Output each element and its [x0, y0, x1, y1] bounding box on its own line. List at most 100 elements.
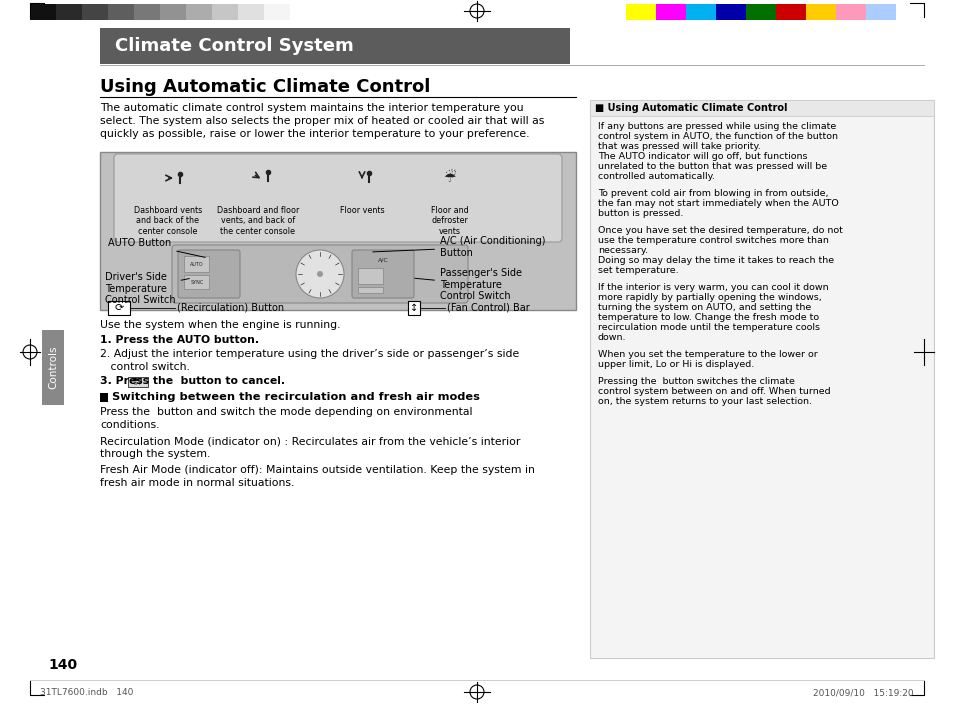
Bar	[100, 28, 569, 64]
Text: Switching between the recirculation and fresh air modes: Switching between the recirculation and …	[112, 392, 479, 402]
Text: Use the system when the engine is running.: Use the system when the engine is runnin…	[100, 320, 340, 330]
Circle shape	[316, 271, 323, 277]
Text: (Recirculation) Button: (Recirculation) Button	[177, 303, 284, 313]
Text: A/C (Air Conditioning)
Button: A/C (Air Conditioning) Button	[373, 236, 545, 258]
Text: A/C: A/C	[377, 258, 388, 263]
Bar	[357, 268, 382, 284]
Text: fresh air mode in normal situations.: fresh air mode in normal situations.	[100, 478, 294, 488]
Bar	[716, 4, 745, 20]
Text: Passenger's Side
Temperature
Control Switch: Passenger's Side Temperature Control Swi…	[415, 268, 521, 301]
Bar	[775, 4, 805, 20]
Bar	[160, 4, 186, 20]
Text: To prevent cold air from blowing in from outside,: To prevent cold air from blowing in from…	[598, 189, 827, 198]
Text: set temperature.: set temperature.	[598, 266, 678, 275]
Bar	[212, 4, 237, 20]
Text: ■ Using Automatic Climate Control: ■ Using Automatic Climate Control	[595, 103, 786, 113]
Text: through the system.: through the system.	[100, 449, 211, 459]
Text: Using Automatic Climate Control: Using Automatic Climate Control	[100, 78, 430, 96]
Text: controlled automatically.: controlled automatically.	[598, 172, 714, 181]
Bar	[685, 4, 716, 20]
Bar	[264, 4, 290, 20]
Text: the fan may not start immediately when the AUTO: the fan may not start immediately when t…	[598, 199, 838, 208]
Text: Doing so may delay the time it takes to reach the: Doing so may delay the time it takes to …	[598, 256, 833, 265]
Text: more rapidly by partially opening the windows,: more rapidly by partially opening the wi…	[598, 293, 821, 302]
Text: button is pressed.: button is pressed.	[598, 209, 682, 218]
Text: that was pressed will take priority.: that was pressed will take priority.	[598, 142, 760, 151]
Bar	[184, 275, 209, 289]
Text: temperature to low. Change the fresh mode to: temperature to low. Change the fresh mod…	[598, 313, 819, 322]
Bar	[133, 4, 160, 20]
Text: Pressing the  button switches the climate: Pressing the button switches the climate	[598, 377, 794, 386]
Text: upper limit, Lo or Hi is displayed.: upper limit, Lo or Hi is displayed.	[598, 360, 754, 369]
Text: Driver's Side
Temperature
Control Switch: Driver's Side Temperature Control Switch	[105, 272, 189, 306]
Circle shape	[295, 250, 344, 298]
Bar	[128, 377, 148, 387]
Text: unrelated to the button that was pressed will be: unrelated to the button that was pressed…	[598, 162, 826, 171]
Text: ⟳: ⟳	[114, 303, 124, 313]
Bar	[100, 152, 576, 310]
Text: select. The system also selects the proper mix of heated or cooled air that will: select. The system also selects the prop…	[100, 116, 544, 126]
Bar	[408, 301, 419, 315]
Text: If any buttons are pressed while using the climate: If any buttons are pressed while using t…	[598, 122, 836, 131]
Text: Recirculation Mode (indicator on) : Recirculates air from the vehicle’s interior: Recirculation Mode (indicator on) : Reci…	[100, 436, 519, 446]
FancyBboxPatch shape	[172, 245, 468, 303]
Bar	[656, 4, 685, 20]
Text: use the temperature control switches more than: use the temperature control switches mor…	[598, 236, 828, 245]
Text: Once you have set the desired temperature, do not: Once you have set the desired temperatur…	[598, 226, 842, 235]
Text: 1. Press the AUTO button.: 1. Press the AUTO button.	[100, 335, 259, 345]
Bar	[237, 4, 264, 20]
Text: control switch.: control switch.	[100, 362, 190, 372]
Text: recirculation mode until the temperature cools: recirculation mode until the temperature…	[598, 323, 820, 332]
Text: control system between on and off. When turned: control system between on and off. When …	[598, 387, 830, 396]
Text: Controls: Controls	[48, 345, 58, 389]
Text: When you set the temperature to the lower or: When you set the temperature to the lowe…	[598, 350, 817, 359]
Text: down.: down.	[598, 333, 626, 342]
Text: Climate Control System: Climate Control System	[115, 37, 354, 55]
Bar	[30, 4, 56, 20]
Text: conditions.: conditions.	[100, 420, 159, 430]
Text: 140: 140	[48, 658, 77, 672]
Text: AUTO: AUTO	[190, 261, 204, 267]
Text: 31TL7600.indb   140: 31TL7600.indb 140	[40, 688, 133, 697]
Bar	[805, 4, 835, 20]
Text: (Fan Control) Bar: (Fan Control) Bar	[447, 303, 529, 313]
Text: 2. Adjust the interior temperature using the driver’s side or passenger’s side: 2. Adjust the interior temperature using…	[100, 349, 518, 359]
Text: quickly as possible, raise or lower the interior temperature to your preference.: quickly as possible, raise or lower the …	[100, 129, 529, 139]
Text: The AUTO indicator will go off, but functions: The AUTO indicator will go off, but func…	[598, 152, 806, 161]
Text: control system in AUTO, the function of the button: control system in AUTO, the function of …	[598, 132, 837, 141]
Bar	[745, 4, 775, 20]
Text: If the interior is very warm, you can cool it down: If the interior is very warm, you can co…	[598, 283, 828, 292]
Text: on, the system returns to your last selection.: on, the system returns to your last sele…	[598, 397, 811, 406]
Text: turning the system on AUTO, and setting the: turning the system on AUTO, and setting …	[598, 303, 810, 312]
Bar	[108, 4, 133, 20]
Text: Floor vents: Floor vents	[339, 206, 384, 215]
Bar	[186, 4, 212, 20]
Text: 2010/09/10   15:19:20: 2010/09/10 15:19:20	[813, 688, 913, 697]
Text: ☔: ☔	[443, 171, 456, 185]
Text: Fresh Air Mode (indicator off): Maintains outside ventilation. Keep the system i: Fresh Air Mode (indicator off): Maintain…	[100, 465, 535, 475]
Bar	[865, 4, 895, 20]
Text: The automatic climate control system maintains the interior temperature you: The automatic climate control system mai…	[100, 103, 523, 113]
Text: Floor and
defroster
vents: Floor and defroster vents	[431, 206, 468, 236]
Text: ↕: ↕	[410, 303, 417, 313]
Bar	[56, 4, 82, 20]
Text: Press the  button and switch the mode depending on environmental: Press the button and switch the mode dep…	[100, 407, 472, 417]
Text: SYNC: SYNC	[191, 279, 203, 284]
FancyBboxPatch shape	[178, 250, 240, 298]
Bar	[357, 287, 382, 293]
Bar	[42, 330, 64, 405]
Text: AUTO Button: AUTO Button	[108, 238, 205, 258]
Bar	[589, 100, 933, 116]
Bar	[108, 301, 130, 315]
Text: Dashboard vents
and back of the
center console: Dashboard vents and back of the center c…	[133, 206, 202, 236]
Bar	[82, 4, 108, 20]
Text: ■ON
OFF: ■ON OFF	[132, 378, 143, 386]
Bar	[100, 393, 108, 402]
Text: Dashboard and floor
vents, and back of
the center console: Dashboard and floor vents, and back of t…	[216, 206, 299, 236]
Bar	[625, 4, 656, 20]
Text: necessary.: necessary.	[598, 246, 647, 255]
FancyBboxPatch shape	[352, 250, 414, 298]
Bar	[589, 100, 933, 658]
Bar	[835, 4, 865, 20]
Bar	[184, 256, 209, 272]
